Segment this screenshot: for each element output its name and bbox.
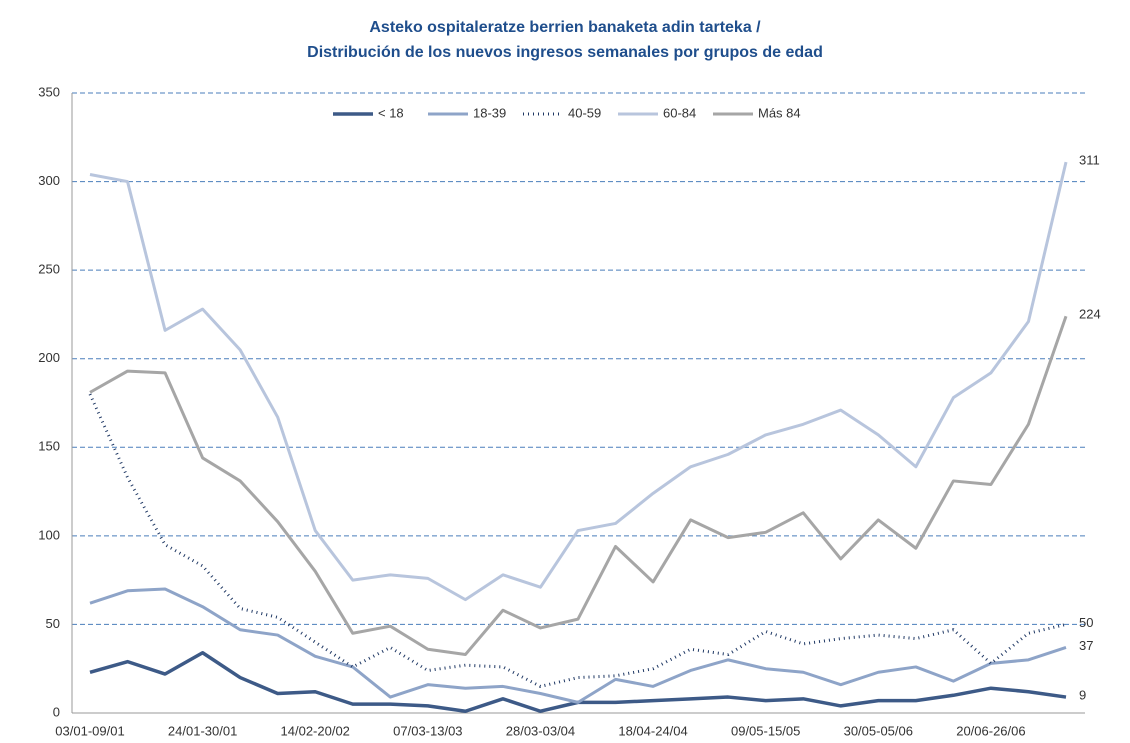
y-tick-label: 150 <box>38 439 60 454</box>
y-tick-label: 350 <box>38 84 60 99</box>
chart-title: Distribución de los nuevos ingresos sema… <box>307 44 823 61</box>
line-series <box>89 161 1068 602</box>
x-tick-label: 24/01-30/01 <box>168 723 237 738</box>
y-tick-label: 0 <box>53 704 60 719</box>
legend-label: < 18 <box>378 105 404 120</box>
data-label: 50 <box>1079 615 1093 630</box>
legend-label: 40-59 <box>568 105 601 120</box>
legend-label: 18-39 <box>473 105 506 120</box>
data-label: 311 <box>1079 153 1100 168</box>
x-tick-label: 30/05-05/06 <box>844 723 913 738</box>
x-tick-label: 18/04-24/04 <box>618 723 687 738</box>
x-tick-label: 03/01-09/01 <box>55 723 124 738</box>
line-series <box>89 587 1067 704</box>
x-tick-label: 20/06-26/06 <box>956 723 1025 738</box>
legend-label: 60-84 <box>663 105 696 120</box>
x-tick-label: 07/03-13/03 <box>393 723 462 738</box>
data-label: 37 <box>1079 638 1093 653</box>
y-tick-label: 250 <box>38 262 60 277</box>
chart-title: Asteko ospitaleratze berrien banaketa ad… <box>369 19 761 36</box>
y-tick-label: 100 <box>38 527 60 542</box>
y-tick-label: 300 <box>38 173 60 188</box>
y-tick-label: 50 <box>46 616 60 631</box>
y-tick-label: 200 <box>38 350 60 365</box>
line-series <box>89 315 1068 657</box>
data-label: 224 <box>1079 307 1101 322</box>
x-tick-label: 14/02-20/02 <box>281 723 350 738</box>
x-tick-label: 28/03-03/04 <box>506 723 575 738</box>
data-label: 9 <box>1079 687 1086 702</box>
legend-label: Más 84 <box>758 105 801 120</box>
x-tick-label: 09/05-15/05 <box>731 723 800 738</box>
